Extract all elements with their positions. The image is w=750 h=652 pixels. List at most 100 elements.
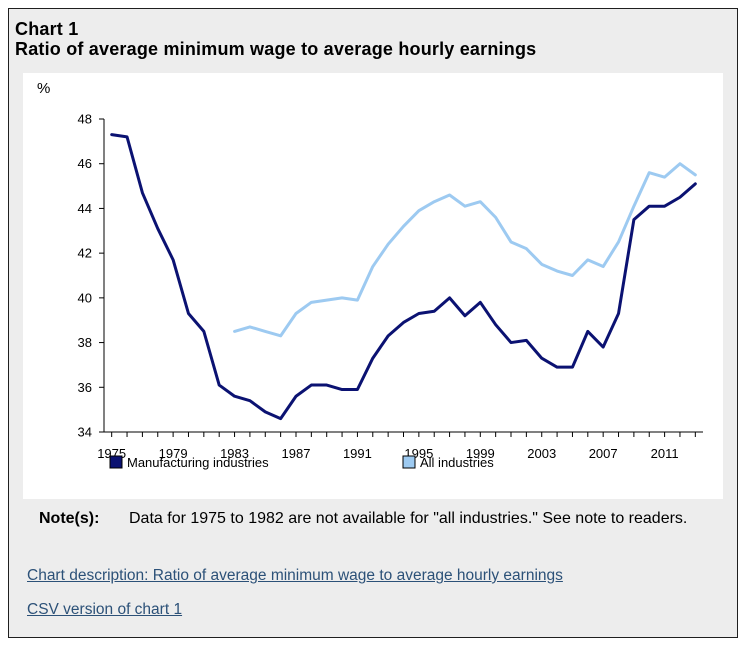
data-point-all-industries-1988	[310, 301, 313, 304]
y-axis-unit-label: %	[37, 80, 50, 97]
data-point-manufacturing-1982	[218, 384, 221, 387]
data-point-manufacturing-2003	[540, 357, 543, 360]
x-tick-label-1987: 1987	[282, 446, 311, 461]
data-point-manufacturing-1977	[141, 191, 144, 194]
data-point-manufacturing-1981	[202, 330, 205, 333]
x-tick-label-2007: 2007	[589, 446, 618, 461]
data-point-manufacturing-2005	[571, 366, 574, 369]
data-point-all-industries-1994	[402, 225, 405, 228]
x-tick-label-1999: 1999	[466, 446, 495, 461]
data-point-manufacturing-2008	[617, 312, 620, 315]
x-tick-label-1979: 1979	[159, 446, 188, 461]
data-point-manufacturing-2012	[678, 196, 681, 199]
data-point-all-industries-2013	[694, 173, 697, 176]
chart-container: Chart 1 Ratio of average minimum wage to…	[8, 8, 738, 638]
data-point-all-industries-1996	[433, 200, 436, 203]
data-point-all-industries-2006	[586, 258, 589, 261]
plot-panel: % 34 36 38 40 42 44 46 48 1975 1979 1983 1987 1991 199…	[23, 73, 723, 499]
data-point-all-industries-2005	[571, 274, 574, 277]
data-point-all-industries-2004	[556, 270, 559, 273]
data-point-manufacturing-1994	[402, 321, 405, 324]
note-label: Note(s):	[39, 510, 100, 527]
csv-download-link[interactable]: CSV version of chart 1	[27, 601, 183, 618]
data-point-manufacturing-2004	[556, 366, 559, 369]
data-point-all-industries-2009	[632, 205, 635, 208]
data-point-all-industries-1997	[448, 194, 451, 197]
data-point-all-industries-1987	[294, 312, 297, 315]
data-point-all-industries-2011	[663, 176, 666, 179]
data-point-all-industries-1985	[264, 330, 267, 333]
data-point-all-industries-2001	[510, 240, 513, 243]
data-point-manufacturing-1996	[433, 310, 436, 313]
data-point-all-industries-2010	[648, 171, 651, 174]
data-point-all-industries-1999	[479, 200, 482, 203]
data-point-manufacturing-1978	[156, 227, 159, 230]
y-tick-label-40: 40	[78, 290, 92, 305]
data-point-manufacturing-2013	[694, 182, 697, 185]
data-point-all-industries-2012	[678, 162, 681, 165]
data-point-manufacturing-1976	[126, 135, 129, 138]
legend-manufacturing-swatch	[109, 455, 123, 469]
x-tick-label-2011: 2011	[651, 446, 679, 461]
data-point-manufacturing-2006	[586, 330, 589, 333]
note-text: Data for 1975 to 1982 are not available …	[129, 510, 688, 527]
data-point-manufacturing-1988	[310, 384, 313, 387]
data-point-manufacturing-1995	[417, 312, 420, 315]
legend-all-industries-label: All industries	[420, 455, 494, 470]
y-tick-label-36: 36	[78, 380, 92, 395]
data-point-manufacturing-1990	[341, 388, 344, 391]
data-point-manufacturing-2009	[632, 218, 635, 221]
data-point-manufacturing-2010	[648, 205, 651, 208]
data-point-manufacturing-2011	[663, 205, 666, 208]
legend-all-industries-swatch	[402, 455, 416, 469]
data-point-manufacturing-1984	[248, 399, 251, 402]
y-tick-label-48: 48	[78, 112, 92, 127]
data-point-manufacturing-1991	[356, 388, 359, 391]
chart-description-link[interactable]: Chart description: Ratio of average mini…	[27, 567, 563, 584]
x-tick-label-2003: 2003	[527, 446, 556, 461]
data-point-all-industries-2008	[617, 240, 620, 243]
data-point-all-industries-1992	[371, 265, 374, 268]
chart-title: Ratio of average minimum wage to average…	[15, 39, 537, 59]
x-tick-label-1983: 1983	[220, 446, 249, 461]
data-point-manufacturing-1992	[371, 357, 374, 360]
data-point-manufacturing-1980	[187, 312, 190, 315]
data-point-manufacturing-2000	[494, 323, 497, 326]
data-point-all-industries-1991	[356, 299, 359, 302]
data-point-all-industries-1993	[387, 243, 390, 246]
data-point-all-industries-2003	[540, 263, 543, 266]
y-tick-label-46: 46	[78, 156, 92, 171]
y-tick-label-38: 38	[78, 335, 92, 350]
data-point-all-industries-1998	[463, 205, 466, 208]
data-point-all-industries-1995	[417, 209, 420, 212]
data-point-all-industries-2007	[602, 265, 605, 268]
data-point-manufacturing-2007	[602, 346, 605, 349]
data-point-manufacturing-1987	[294, 395, 297, 398]
data-point-manufacturing-1986	[279, 417, 282, 420]
chart-number: Chart 1	[15, 19, 79, 39]
y-tick-label-34: 34	[78, 425, 92, 440]
data-point-manufacturing-1983	[233, 395, 236, 398]
data-point-manufacturing-1993	[387, 334, 390, 337]
data-point-manufacturing-1999	[479, 301, 482, 304]
data-point-all-industries-1989	[325, 299, 328, 302]
data-point-manufacturing-2001	[510, 341, 513, 344]
data-point-manufacturing-1998	[463, 314, 466, 317]
data-point-all-industries-1990	[341, 296, 344, 299]
data-point-all-industries-2000	[494, 216, 497, 219]
data-point-all-industries-1984	[248, 325, 251, 328]
legend-manufacturing-label: Manufacturing industries	[127, 455, 269, 470]
y-tick-label-42: 42	[78, 246, 92, 261]
data-point-all-industries-2002	[525, 247, 528, 250]
data-point-all-industries-1983	[233, 330, 236, 333]
data-point-manufacturing-1979	[172, 258, 175, 261]
data-point-manufacturing-1997	[448, 296, 451, 299]
data-point-all-industries-1986	[279, 334, 282, 337]
x-tick-label-1991: 1991	[343, 446, 372, 461]
series-line-manufacturing	[110, 133, 697, 421]
data-point-manufacturing-2002	[525, 339, 528, 342]
y-tick-label-44: 44	[78, 201, 92, 216]
data-point-manufacturing-1975	[110, 133, 113, 136]
data-point-manufacturing-1989	[325, 384, 328, 387]
